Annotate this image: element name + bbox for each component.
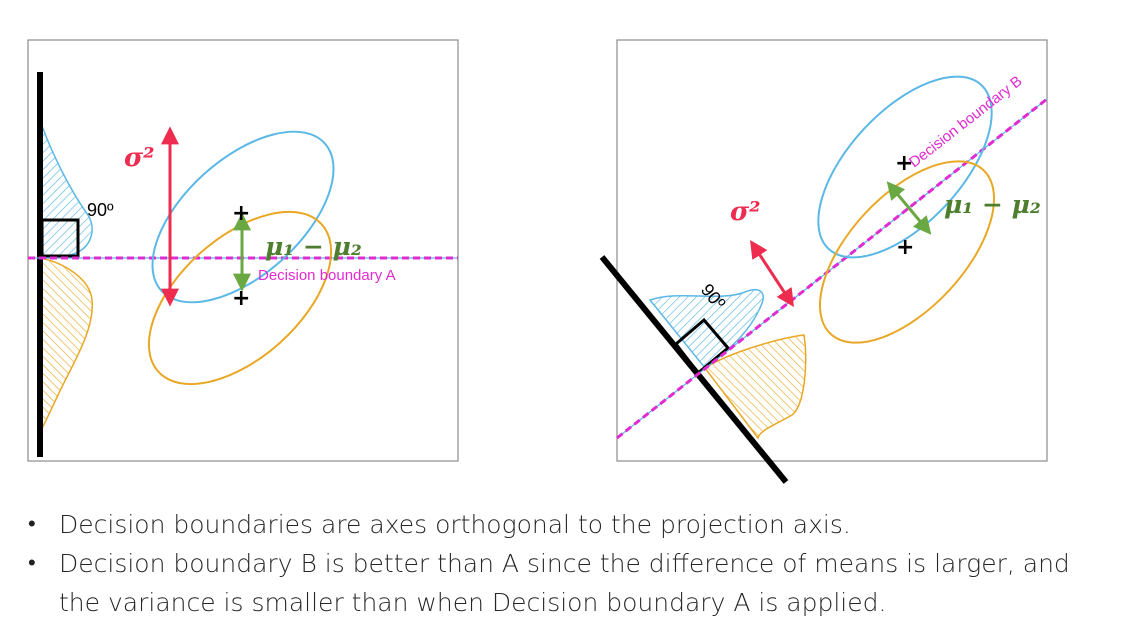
right-boundary-label: Decision boundary B [906,73,1026,172]
left-angle-label: 90º [87,200,114,220]
bullet-marker: • [28,512,36,537]
left-boundary-label: Decision boundary A [258,267,396,284]
bullet-item: • Decision boundaries are axes orthogona… [28,505,1118,544]
bullet-text: Decision boundaries are axes orthogonal … [59,510,851,539]
right-sigma-label: σ² [730,197,761,227]
left-panel [27,39,459,462]
left-orange-ellipse [147,210,333,386]
right-orange-ellipse [818,160,996,344]
right-blue-ellipse [817,75,993,259]
right-mean-marker-2: + [896,235,914,260]
left-means-label: μ₁ − μ₂ [265,232,362,261]
left-blue-distribution [39,119,93,259]
right-panel-frame [616,39,1048,462]
bullet-marker: • [28,551,36,576]
right-decision-boundary-b [616,97,1048,440]
right-panel [599,39,1048,484]
left-mean-marker-1: + [232,201,250,226]
left-panel-frame [27,39,459,462]
right-right-angle-marker [673,317,731,376]
right-variance-arrow [750,239,794,308]
right-mean-marker-1: + [895,151,913,176]
bullet-text: Decision boundary B is better than A sin… [59,549,1070,617]
left-mean-marker-2: + [232,286,250,311]
left-sigma-label: σ² [124,143,155,173]
right-mean-difference-arrow [886,181,932,235]
left-right-angle-marker [40,218,80,258]
bullet-list: • Decision boundaries are axes orthogona… [28,505,1118,622]
bullet-item: • Decision boundary B is better than A s… [28,544,1118,622]
left-orange-distribution [39,257,93,435]
right-orange-distribution [703,334,807,440]
right-means-label: μ₁ − μ₂ [944,190,1041,219]
